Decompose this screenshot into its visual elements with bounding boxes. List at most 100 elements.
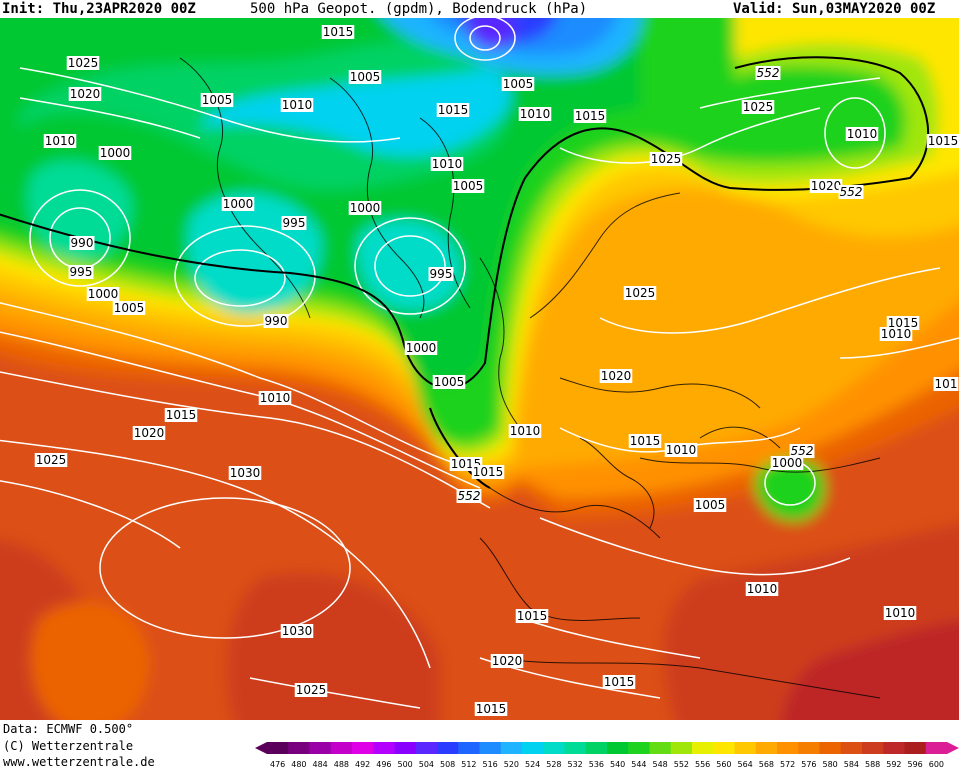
colorbar-tick-label: 480 [291,760,306,769]
contour-label: 1005 [114,301,145,315]
contour-label: 1015 [604,675,635,689]
colorbar-tick-label: 548 [652,760,667,769]
contour-label: 1010 [510,424,541,438]
contour-label-box [883,606,917,620]
contour-labels: 1015 1025 1020 1005 1010 1005 1015 1005 … [34,25,959,716]
colorbar-cell [798,742,820,754]
colorbar-tick-label: 560 [716,760,731,769]
contour-label: 1005 [453,179,484,193]
colorbar-tick-label: 488 [334,760,349,769]
colorbar-cell [628,742,650,754]
contour-label: 1010 [282,98,313,112]
colorbar-tick-label: 504 [419,760,434,769]
contour-label: 1020 [134,426,165,440]
contour-label: 1010 [666,443,697,457]
contour-label: 1015 [476,702,507,716]
colorbar-tick-label: 484 [312,760,327,769]
colorbar-tick-label: 536 [589,760,604,769]
contour-label: 1005 [695,498,726,512]
contour-label: 552 [840,185,863,199]
colorbar-cell [649,742,672,754]
contour-label-box [281,216,307,230]
contour-label-box [221,197,255,211]
contour-label: 1030 [282,624,313,638]
colorbar-tick-label: 564 [737,760,752,769]
contour-label-box [258,391,292,405]
contour-label: 1025 [651,152,682,166]
colorbar-tick-label: 556 [695,760,710,769]
colorbar-tick-label: 524 [525,760,540,769]
contour-label-box [112,301,146,315]
contour-label: 1015 [517,609,548,623]
contour-label: 1025 [68,56,99,70]
contour-label-box [838,185,864,199]
contour-label: 101 [935,377,958,391]
contour-label: 1020 [811,179,842,193]
colorbar-cell [458,742,480,754]
contour-label-box [628,434,662,448]
contour-label: 552 [458,489,481,503]
contour-label-box [508,424,542,438]
colorbar-cell [713,742,735,754]
colorbar-tick-label: 544 [631,760,646,769]
contour-label: 1015 [438,103,469,117]
contour-label: 552 [791,444,814,458]
contour-label-box [474,702,508,716]
contour-label-box [263,314,289,328]
contour-label: 1025 [625,286,656,300]
contour-label: 1000 [223,197,254,211]
contour-label: 1010 [847,127,878,141]
contour-label: 1005 [503,77,534,91]
contour-label-box [428,267,454,281]
contour-label-box [515,609,549,623]
contour-label-box [164,408,198,422]
contour-label: 1020 [492,654,523,668]
colorbar-tick-label: 592 [886,760,901,769]
colorbar-cell [522,742,544,754]
contour-label: 1000 [350,201,381,215]
contour-label-box [43,134,77,148]
contour-label: 1030 [230,466,261,480]
contour-label-box [68,87,102,101]
colorbar-tick-label: 516 [482,760,497,769]
colorbar-cell [692,742,714,754]
contour-label-box [518,107,552,121]
chart-header: Init: Thu,23APR2020 00Z 500 hPa Geopot. … [0,0,959,18]
colorbar-min-arrow [255,742,267,754]
contour-label: 1015 [473,465,504,479]
contour-label-box [86,287,120,301]
contour-label-box [321,25,355,39]
colorbar-tick-label: 496 [376,760,391,769]
contour-label: 1015 [166,408,197,422]
colorbar-cell [607,742,629,754]
contour-label: 990 [265,314,288,328]
colorbar-cell [352,742,374,754]
contour-label-box [809,179,843,193]
contour-label-box [280,624,314,638]
colorbar-max-arrow [947,742,959,754]
contour-label-box [451,179,485,193]
copyright-label: (C) Wetterzentrale [3,739,134,753]
colorbar-cell [840,742,863,754]
contour-label-box [933,377,959,391]
contour-label-box [68,265,94,279]
contour-label-box [200,93,234,107]
contour-label: 1010 [747,582,778,596]
geopotential-552-line [0,56,930,489]
contour-label-box [98,146,132,160]
isobars [0,18,959,709]
colorbar-cell [373,742,395,754]
contour-label: 1005 [434,375,465,389]
contour-label: 1000 [88,287,119,301]
contour-label: 1015 [323,25,354,39]
contour-label: 1005 [350,70,381,84]
colorbar-cell [564,742,587,754]
chart-footer: Data: ECMWF 0.500° (C) Wetterzentrale ww… [0,720,959,770]
contour-label-box [745,582,779,596]
contour-label-box [664,443,698,457]
contour-label-box [789,444,815,458]
colorbar-cell [734,742,757,754]
colorbar-legend: 476 480 484 488 492 496 500 504 508 512 516 520 524 5… [255,742,959,769]
contour-label: 1010 [520,107,551,121]
contour-label-box [623,286,657,300]
